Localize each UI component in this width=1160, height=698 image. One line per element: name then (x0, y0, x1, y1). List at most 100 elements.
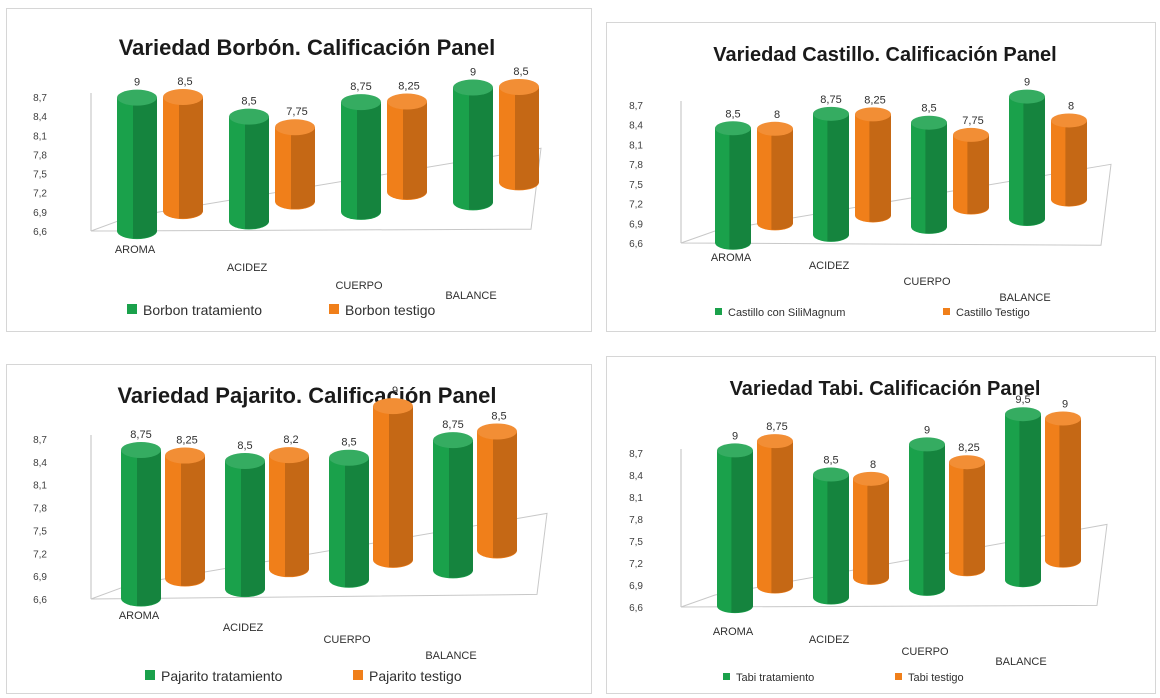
x-category-label: ACIDEZ (223, 622, 264, 634)
x-category-label: AROMA (115, 244, 156, 256)
y-tick-label: 8,4 (629, 121, 643, 132)
chart-borbon: Variedad Borbón. Calificación Panel 8,7 8,… (33, 35, 542, 318)
data-label: 8,75 (130, 429, 151, 441)
y-tick-label: 7,5 (33, 170, 47, 181)
bar-shade (731, 450, 753, 613)
bar-shade (1023, 96, 1045, 226)
chart-title: Variedad Borbón. Calificación Panel (119, 35, 496, 60)
data-label: 8,5 (237, 440, 252, 452)
y-tick-label: 8,7 (629, 449, 643, 460)
y-tick-label: 6,9 (33, 572, 47, 583)
data-label: 8,25 (864, 94, 885, 106)
bar-treatment (433, 432, 473, 579)
chart-panel-tabi: Variedad Tabi. Calificación Panel 8,7 8,4 8… (606, 356, 1156, 694)
bar-shade (827, 474, 849, 604)
legend-swatch (895, 673, 902, 680)
bar-control (387, 93, 427, 200)
data-label: 8 (774, 109, 780, 121)
bar-shade (827, 113, 849, 242)
y-tick-label: 6,6 (33, 595, 47, 606)
data-label: 9,5 (1015, 394, 1030, 406)
bar-top (275, 119, 315, 136)
data-label: 8,25 (176, 435, 197, 447)
floor-plane (90, 147, 542, 232)
y-tick-label: 6,9 (629, 581, 643, 592)
bar-control (953, 127, 989, 215)
bar-control (165, 447, 205, 587)
legend-swatch (127, 304, 137, 314)
data-label: 8,5 (513, 66, 528, 78)
chart-title: Variedad Pajarito. Calificación Panel (117, 383, 496, 408)
legend-entry: Borbon testigo (345, 302, 435, 318)
chart-pajarito: Variedad Pajarito. Calificación Panel 8,7… (33, 383, 548, 684)
data-label: 9 (470, 67, 476, 79)
bar-top (433, 432, 473, 449)
bar-treatment (813, 467, 849, 605)
data-label: 8,5 (341, 437, 356, 449)
x-category-label: BALANCE (425, 650, 476, 662)
bar-shade (869, 114, 891, 222)
data-label: 8,5 (177, 76, 192, 88)
y-tick-label: 8,1 (33, 481, 47, 492)
bar-top (813, 467, 849, 482)
y-tick-label: 7,5 (33, 526, 47, 537)
bar-top (121, 441, 161, 458)
bar-shade (967, 134, 989, 214)
legend-entry: Pajarito tratamiento (161, 668, 283, 684)
chart-castillo: Variedad Castillo. Calificación Panel 8,7… (629, 44, 1112, 319)
floor-plane (680, 523, 1108, 608)
legend-swatch (723, 673, 730, 680)
data-label: 9 (924, 424, 930, 436)
data-label: 8,5 (725, 108, 740, 120)
bar-top (757, 121, 793, 136)
chart-panel-pajarito: Variedad Pajarito. Calificación Panel 8,7… (6, 364, 592, 694)
chart-title: Variedad Castillo. Calificación Panel (713, 44, 1056, 66)
bar-treatment (911, 115, 947, 234)
x-category-label: BALANCE (995, 656, 1046, 668)
x-category-label: AROMA (713, 626, 754, 638)
bar-control (163, 88, 203, 220)
data-label: 8,5 (823, 455, 838, 467)
bar-top (117, 89, 157, 106)
bar-top (229, 108, 269, 125)
bar-top (373, 398, 413, 415)
bar-shade (389, 406, 413, 568)
y-tick-label: 7,2 (629, 200, 643, 211)
y-tick-label: 6,6 (629, 239, 643, 250)
bar-shade (1019, 414, 1041, 587)
x-category-label: CUERPO (335, 280, 383, 292)
data-label: 8,5 (921, 103, 936, 115)
bar-shade (729, 128, 751, 250)
bar-control (269, 447, 309, 578)
bar-treatment (329, 449, 369, 588)
y-tick-label: 6,9 (33, 208, 47, 219)
bar-shade (963, 462, 985, 576)
bar-top (1005, 407, 1041, 422)
bar-shade (357, 102, 381, 220)
y-tick-label: 6,6 (33, 227, 47, 238)
y-tick-label: 7,2 (33, 189, 47, 200)
bar-treatment (225, 452, 265, 598)
data-label: 8,75 (442, 419, 463, 431)
bar-control (499, 78, 539, 191)
x-category-label: AROMA (119, 610, 160, 622)
bar-top (853, 471, 889, 486)
data-label: 8,25 (958, 442, 979, 454)
bar-treatment (229, 108, 269, 230)
data-label: 9 (1062, 398, 1068, 410)
bar-top (715, 121, 751, 136)
y-tick-label: 8,7 (33, 435, 47, 446)
y-tick-label: 8,1 (33, 131, 47, 142)
bar-shade (137, 449, 161, 606)
bar-shade (181, 455, 205, 586)
x-category-label: AROMA (711, 252, 752, 264)
legend-entry: Tabi testigo (908, 672, 964, 684)
floor-plane (90, 512, 548, 600)
bar-shade (515, 86, 539, 190)
data-label: 8,2 (283, 434, 298, 446)
data-label: 8,75 (820, 94, 841, 106)
data-label: 8,5 (491, 410, 506, 422)
bar-top (163, 88, 203, 105)
bar-control (275, 119, 315, 210)
bar-control (853, 471, 889, 585)
